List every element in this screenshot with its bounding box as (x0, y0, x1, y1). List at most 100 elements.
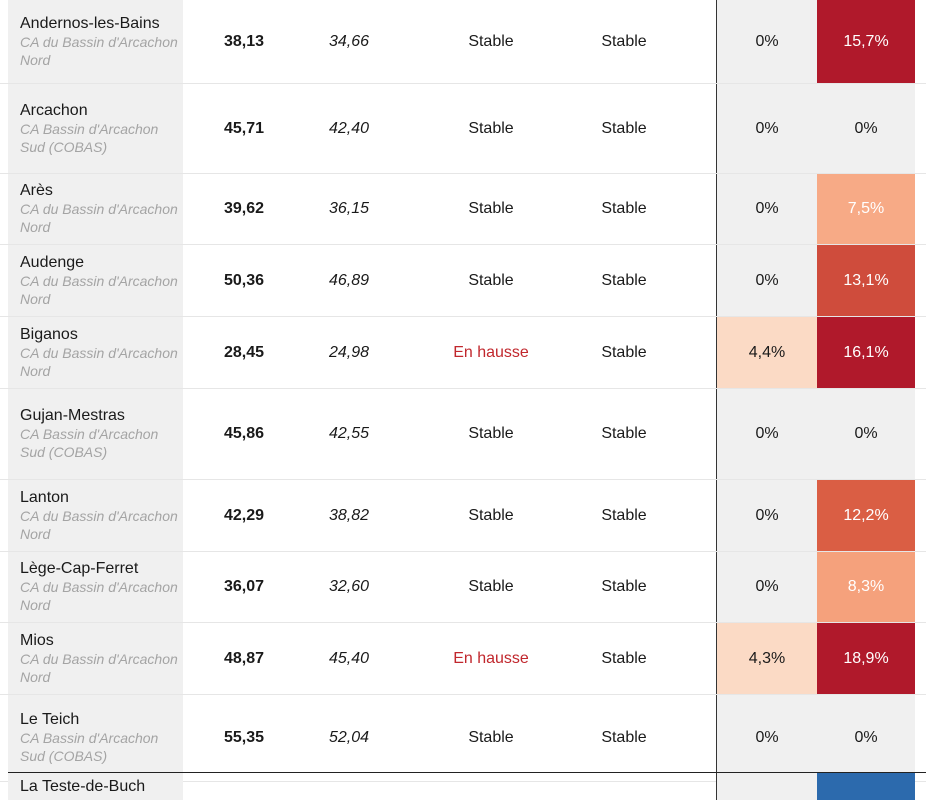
percent-cell-1: 0% (716, 174, 817, 244)
rate-2025-cell: 38,13 (223, 32, 265, 50)
percent-cell-2: 12,2% (817, 480, 915, 551)
rate-2025-cell: 45,71 (223, 119, 265, 137)
commune-name: Gujan-Mestras (20, 407, 125, 424)
commune-cell: Biganos CA du Bassin d'Arcachon Nord (8, 317, 183, 388)
trend-cell-1: Stable (468, 506, 514, 524)
trend-cell-2: Stable (601, 425, 647, 442)
percent-cell-1: 0% (716, 480, 817, 551)
percent-cell-2: 8,3% (817, 552, 915, 622)
rate-2025-cell: 42,29 (223, 506, 265, 524)
trend-cell-2: Stable (601, 649, 647, 667)
commune-name: Arcachon (20, 101, 88, 119)
percent-cell-2: 16,1% (817, 317, 915, 388)
commune-cell: Audenge CA du Bassin d'Arcachon Nord (8, 245, 183, 316)
rate-2025-cell: 36,07 (223, 578, 265, 595)
trend-cell-2: Stable (601, 271, 647, 289)
table-row: Gujan-Mestras CA Bassin d'Arcachon Sud (… (0, 389, 926, 480)
commune-name: Lège-Cap-Ferret (20, 560, 139, 577)
percent-cell-2: 0% (817, 389, 915, 479)
epci-name: CA Bassin d'Arcachon Sud (COBAS) (20, 120, 159, 155)
commune-name: Arès (20, 182, 53, 199)
commune-cell: Le Teich CA Bassin d'Arcachon Sud (COBAS… (8, 695, 183, 781)
percent-cell-1: 0% (716, 552, 817, 622)
trend-cell-1: Stable (468, 729, 514, 746)
percent-cell-2: 13,1% (817, 245, 915, 316)
trend-cell-1: Stable (468, 119, 514, 137)
rate-2025-cell: 39,62 (223, 200, 265, 217)
rate-2025-cell: 28,45 (223, 343, 265, 361)
epci-name: CA Bassin d'Arcachon Sud (COBAS) (20, 730, 159, 764)
epci-name: CA du Bassin d'Arcachon Nord (20, 33, 178, 68)
commune-name: Andernos-les-Bains (20, 14, 160, 32)
table-row: Lanton CA du Bassin d'Arcachon Nord 42,2… (0, 480, 926, 552)
epci-name: CA Bassin d'Arcachon Sud (COBAS) (20, 426, 159, 460)
rate-2025-cell: 45,86 (223, 425, 265, 442)
percent-cell-1: 4,4% (716, 317, 817, 388)
table-row: Arcachon CA Bassin d'Arcachon Sud (COBAS… (0, 84, 926, 174)
table-row: Mios CA du Bassin d'Arcachon Nord 48,87 … (0, 623, 926, 695)
epci-name: CA du Bassin d'Arcachon Nord (20, 650, 178, 685)
trend-cell-2: Stable (601, 578, 647, 595)
percent-cell-1: 0% (716, 389, 817, 479)
commune-name: Mios (20, 631, 54, 649)
percent-cell-2: 7,5% (817, 174, 915, 244)
trend-cell-1: En hausse (453, 343, 529, 361)
trend-cell-1: Stable (468, 200, 514, 217)
rate-2024-cell: 46,89 (328, 271, 370, 289)
commune-cell: Lège-Cap-Ferret CA du Bassin d'Arcachon … (8, 552, 183, 622)
epci-name: CA du Bassin d'Arcachon Nord (20, 344, 178, 379)
percent-cell-2: 0% (817, 695, 915, 781)
p2-cell (817, 773, 915, 800)
table-row: Biganos CA du Bassin d'Arcachon Nord 28,… (0, 317, 926, 389)
trend-cell-2: Stable (601, 119, 647, 137)
table-row: Le Teich CA Bassin d'Arcachon Sud (COBAS… (0, 695, 926, 782)
rate-2024-cell: 24,98 (328, 343, 370, 361)
table-row: Audenge CA du Bassin d'Arcachon Nord 50,… (0, 245, 926, 317)
percent-cell-1: 0% (716, 245, 817, 316)
rate-2024-cell: 32,60 (328, 578, 370, 595)
rate-2024-cell: 42,40 (328, 119, 370, 137)
epci-name: CA du Bassin d'Arcachon Nord (20, 201, 178, 235)
trend-cell-2: Stable (601, 729, 647, 746)
commune-cell: Arès CA du Bassin d'Arcachon Nord (8, 174, 183, 244)
percent-cell-2: 0% (817, 84, 915, 173)
trend-cell-1: Stable (468, 578, 514, 595)
commune-name: Audenge (20, 253, 85, 271)
epci-name: CA du Bassin d'Arcachon Nord (20, 272, 178, 307)
rate-2024-cell: 52,04 (328, 729, 370, 746)
commune-name: Le Teich (20, 711, 80, 728)
trend-cell-2: Stable (601, 506, 647, 524)
commune-name: Biganos (20, 325, 78, 343)
trend-cell-2: Stable (601, 32, 647, 50)
commune-cell: Arcachon CA Bassin d'Arcachon Sud (COBAS… (8, 84, 183, 173)
percent-cell-1: 4,3% (716, 623, 817, 694)
commune-cell: Gujan-Mestras CA Bassin d'Arcachon Sud (… (8, 389, 183, 479)
rate-2024-cell: 34,66 (328, 32, 370, 50)
commune-name: La Teste-de-Buch (20, 778, 146, 795)
table-row: Arès CA du Bassin d'Arcachon Nord 39,62 … (0, 174, 926, 245)
trend-cell-1: En hausse (453, 649, 529, 667)
trend-cell-1: Stable (468, 425, 514, 442)
rate-2024-cell: 42,55 (328, 425, 370, 442)
percent-cell-1: 0% (716, 84, 817, 173)
percent-cell-1: 0% (716, 0, 817, 83)
tax-rate-table: Andernos-les-Bains CA du Bassin d'Arcach… (0, 0, 926, 782)
trend-cell-1: Stable (468, 271, 514, 289)
commune-cell: Mios CA du Bassin d'Arcachon Nord (8, 623, 183, 694)
rate-2025-cell: 50,36 (223, 271, 265, 289)
trend-cell-2: Stable (601, 343, 647, 361)
epci-name: CA du Bassin d'Arcachon Nord (20, 579, 178, 613)
commune-name: Lanton (20, 488, 69, 506)
rate-2025-cell: 55,35 (223, 729, 265, 746)
rate-2024-cell: 36,15 (328, 200, 370, 217)
commune-cell: Lanton CA du Bassin d'Arcachon Nord (8, 480, 183, 551)
trend-cell-2: Stable (601, 200, 647, 217)
rate-2024-cell: 38,82 (328, 506, 370, 524)
rate-2024-cell: 45,40 (328, 649, 370, 667)
percent-cell-2: 15,7% (817, 0, 915, 83)
epci-name: CA du Bassin d'Arcachon Nord (20, 507, 178, 542)
trend-cell-1: Stable (468, 32, 514, 50)
table-row: Andernos-les-Bains CA du Bassin d'Arcach… (0, 0, 926, 84)
commune-cell: Andernos-les-Bains CA du Bassin d'Arcach… (8, 0, 183, 83)
table-bottom-border (8, 772, 926, 773)
